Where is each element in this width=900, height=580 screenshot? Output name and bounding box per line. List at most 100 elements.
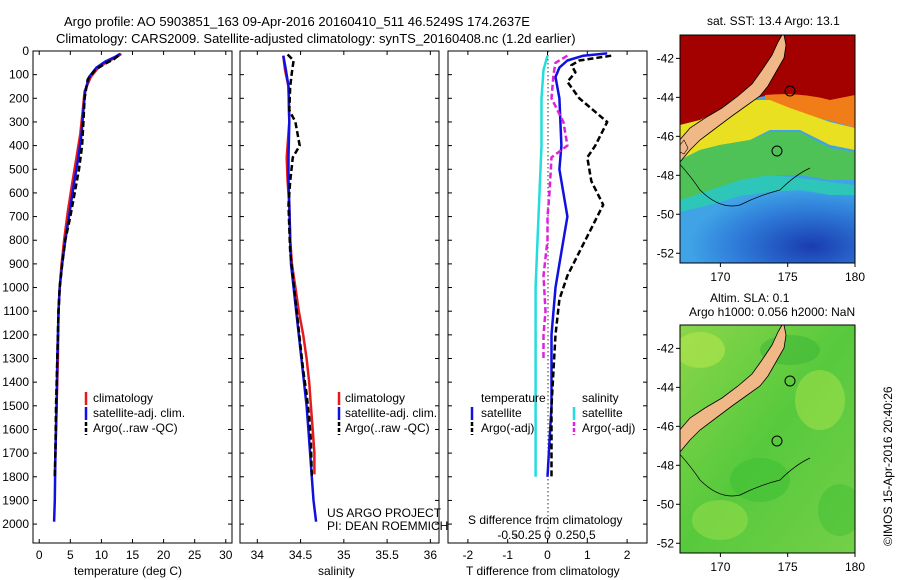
sla-map-lon-ticks: 170 175 180 bbox=[710, 553, 865, 574]
sla-map-title1: Altim. SLA: 0.1 bbox=[710, 291, 790, 305]
legend-label-climatology: climatology bbox=[93, 391, 153, 405]
lat-tick-label: -42 bbox=[657, 341, 675, 355]
series-line-argo-raw-qc bbox=[53, 54, 119, 477]
s-tick-label: 0.5 bbox=[579, 528, 596, 542]
depth-tick-label: 700 bbox=[9, 210, 29, 224]
series-line-argo-raw-qc bbox=[286, 53, 314, 477]
legend-label-satellite-adj: satellite-adj. clim. bbox=[345, 406, 437, 420]
depth-tick-label: 1700 bbox=[2, 446, 29, 460]
x-tick-label: 35.5 bbox=[375, 548, 399, 562]
header-line1: Argo profile: AO 5903851_163 09-Apr-2016… bbox=[64, 14, 530, 29]
salinity-lines bbox=[282, 53, 318, 522]
x-tick-label: 10 bbox=[95, 548, 109, 562]
legend-label-s-satellite: satellite bbox=[582, 406, 623, 420]
x-tick-label: 30 bbox=[219, 548, 233, 562]
x-tick-label: 35 bbox=[337, 548, 351, 562]
sst-map: sat. SST: 13.4 Argo: 13.1 -42 -44 -46 -48 -5… bbox=[657, 14, 866, 284]
depth-tick-label: 800 bbox=[9, 233, 29, 247]
salinity-legend: climatology satellite-adj. clim. Argo(..… bbox=[337, 391, 437, 435]
temperature-axes-frame bbox=[32, 50, 233, 544]
project-label: US ARGO PROJECT bbox=[327, 506, 442, 520]
sst-map-lon-ticks: 170 175 180 bbox=[710, 263, 865, 284]
depth-tick-label: 200 bbox=[9, 91, 29, 105]
s-difference-label: S difference from climatology bbox=[468, 513, 623, 527]
difference-x-ticks: -2 -1 0 1 2 bbox=[463, 51, 631, 562]
sla-map-lat-ticks: -42 -44 -46 -48 -50 -52 bbox=[657, 341, 680, 550]
depth-tick-label: 2000 bbox=[2, 517, 29, 531]
temperature-lines bbox=[52, 52, 123, 522]
depth-tick-label: 0 bbox=[22, 44, 29, 58]
temperature-panel: 0100200300400500600700800900100011001200… bbox=[2, 44, 232, 578]
x-tick-label: 25 bbox=[188, 548, 202, 562]
temperature-x-ticks: 0 5 10 15 20 25 30 bbox=[36, 51, 233, 562]
credit-label: ©IMOS 15-Apr-2016 20:40:26 bbox=[881, 386, 895, 546]
difference-panel: -2 -1 0 1 2 -0.5-0.25 0 0.25 0.5 S difference f… bbox=[447, 50, 648, 578]
lon-tick-label: 175 bbox=[778, 270, 798, 284]
t-difference-label: T difference from climatology bbox=[466, 564, 620, 578]
sla-map-title2: Argo h1000: 0.056 h2000: NaN bbox=[689, 305, 855, 319]
sla-map-image bbox=[680, 325, 855, 553]
x-tick-label: 15 bbox=[126, 548, 140, 562]
lat-tick-label: -52 bbox=[657, 246, 675, 260]
series-line-satellite-adj-clim bbox=[282, 55, 318, 522]
pi-label: PI: DEAN ROEMMICH bbox=[327, 519, 448, 533]
depth-tick-label: 500 bbox=[9, 162, 29, 176]
depth-tick-label: 1800 bbox=[2, 470, 29, 484]
salinity-x-ticks: 34 34.5 35 35.5 36 bbox=[251, 51, 437, 562]
argo-position-marker bbox=[771, 435, 783, 447]
series-line-s-satellite bbox=[534, 55, 549, 477]
legend-title-temperature: temperature bbox=[481, 391, 546, 405]
lat-tick-label: -48 bbox=[657, 168, 675, 182]
lat-tick-label: -50 bbox=[657, 207, 675, 221]
depth-tick-label: 1500 bbox=[2, 399, 29, 413]
series-line-satellite-adj-clim bbox=[52, 52, 121, 522]
argo-position-marker bbox=[771, 145, 783, 157]
lat-tick-label: -48 bbox=[657, 458, 675, 472]
legend-label-satellite-adj: satellite-adj. clim. bbox=[93, 406, 185, 420]
depth-tick-label: 100 bbox=[9, 68, 29, 82]
x-tick-label: 5 bbox=[67, 548, 74, 562]
salinity-xlabel: salinity bbox=[318, 564, 355, 578]
depth-tick-label: 1200 bbox=[2, 328, 29, 342]
depth-tick-label: 300 bbox=[9, 115, 29, 129]
difference-lines bbox=[534, 52, 612, 477]
header-line2: Climatology: CARS2009. Satellite-adjuste… bbox=[56, 31, 576, 46]
difference-legend: temperature salinity satellite Argo(-adj… bbox=[470, 391, 635, 435]
lon-tick-label: 180 bbox=[845, 270, 865, 284]
x-tick-label: 34 bbox=[251, 548, 265, 562]
legend-label-t-argo: Argo(-adj) bbox=[481, 421, 534, 435]
x-tick-label: -1 bbox=[502, 548, 513, 562]
legend-label-t-satellite: satellite bbox=[481, 406, 522, 420]
legend-label-s-argo: Argo(-adj) bbox=[582, 421, 635, 435]
difference-depth-ticks bbox=[448, 50, 647, 525]
lon-tick-label: 170 bbox=[710, 270, 730, 284]
depth-tick-label: 1000 bbox=[2, 281, 29, 295]
series-line-s-argo-adj bbox=[542, 54, 569, 359]
sla-map: Altim. SLA: 0.1 Argo h1000: 0.056 h2000:… bbox=[657, 291, 866, 574]
x-tick-label: 0 bbox=[544, 548, 551, 562]
salinity-depth-ticks bbox=[240, 50, 439, 525]
difference-s-ticks: -0.5-0.25 0 0.25 0.5 bbox=[497, 528, 596, 542]
temperature-xlabel: temperature (deg C) bbox=[74, 564, 182, 578]
depth-tick-label: 1100 bbox=[3, 304, 29, 318]
depth-tick-label: 1400 bbox=[2, 375, 29, 389]
sst-map-image bbox=[680, 35, 855, 263]
lat-tick-label: -46 bbox=[657, 129, 675, 143]
sst-map-title: sat. SST: 13.4 Argo: 13.1 bbox=[707, 14, 840, 28]
depth-tick-label: 1600 bbox=[2, 422, 29, 436]
depth-tick-label: 1900 bbox=[2, 493, 29, 507]
legend-label-argo: Argo(..raw -QC) bbox=[345, 421, 430, 435]
lat-tick-label: -44 bbox=[657, 90, 675, 104]
series-line-t-argo-adj bbox=[550, 54, 612, 477]
depth-tick-label: 400 bbox=[9, 139, 29, 153]
circle-marker bbox=[784, 375, 796, 387]
circle-marker bbox=[784, 85, 796, 97]
lon-tick-label: 175 bbox=[778, 560, 798, 574]
sst-map-lat-ticks: -42 -44 -46 -48 -50 -52 bbox=[657, 51, 680, 260]
legend-label-argo: Argo(..raw -QC) bbox=[93, 421, 178, 435]
salinity-axes-frame bbox=[239, 50, 440, 544]
lat-tick-label: -52 bbox=[657, 536, 675, 550]
x-tick-label: 1 bbox=[584, 548, 591, 562]
x-tick-label: -2 bbox=[463, 548, 474, 562]
depth-tick-label: 600 bbox=[9, 186, 29, 200]
